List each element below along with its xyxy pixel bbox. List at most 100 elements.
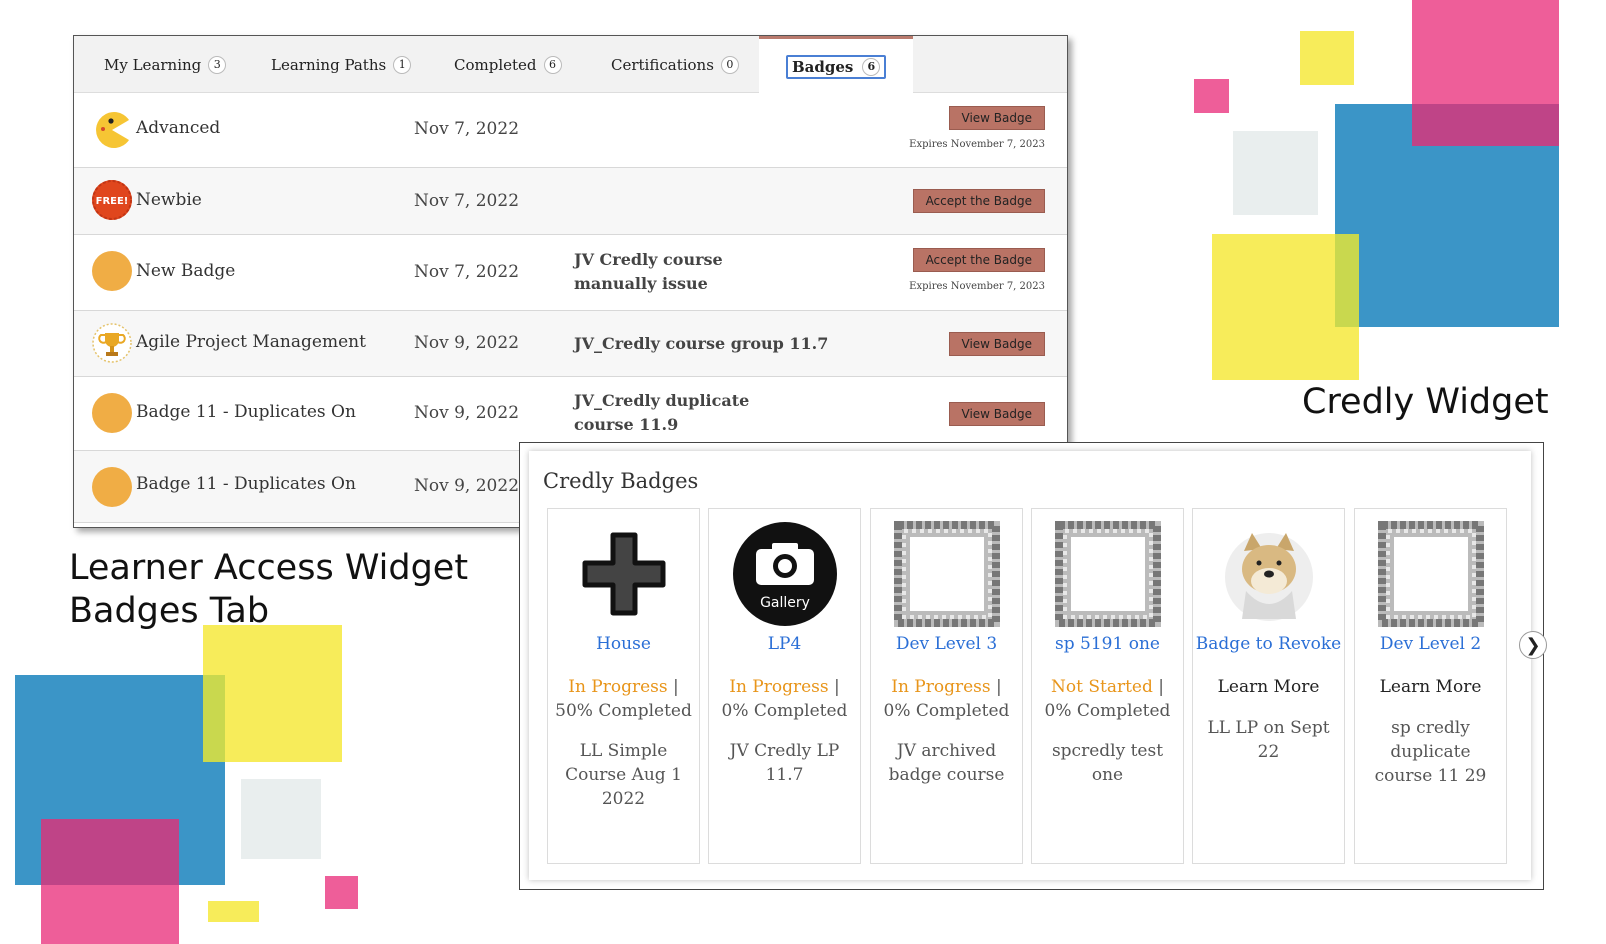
learn-more-link[interactable]: Learn More xyxy=(1217,677,1320,697)
deco-overlap-green-right xyxy=(1335,234,1359,327)
badge-card-description: LL LP on Sept 22 xyxy=(1207,718,1330,762)
badge-expiry: Expires November 7, 2023 xyxy=(909,139,1045,150)
badge-name: Agile Project Management xyxy=(136,332,366,352)
tab-label: My Learning xyxy=(104,55,202,74)
caption-learner-access-line2: Badges Tab xyxy=(69,591,270,631)
svg-text:FREE!: FREE! xyxy=(96,196,129,207)
accept-badge-button[interactable]: Accept the Badge xyxy=(912,248,1045,272)
badge-card-description: JV Credly LP 11.7 xyxy=(729,741,840,785)
tab-badges[interactable]: Badges 6 xyxy=(759,36,914,94)
view-badge-button[interactable]: View Badge xyxy=(948,106,1045,130)
plus-icon xyxy=(571,521,677,627)
accept-badge-button[interactable]: Accept the Badge xyxy=(912,189,1045,213)
tab-label: Certifications xyxy=(611,55,714,74)
badge-row: Agile Project Management Nov 9, 2022 JV_… xyxy=(74,311,1067,377)
badge-row: Badge 11 - Duplicates On Nov 9, 2022 JV_… xyxy=(74,377,1067,451)
status-label: In Progress xyxy=(729,677,829,697)
badge-row: Advanced Nov 7, 2022 View Badge Expires … xyxy=(74,93,1067,168)
deco-gray-square-left xyxy=(241,779,321,859)
status-progress: 0% Completed xyxy=(1044,701,1171,721)
badge-name: Newbie xyxy=(136,190,202,210)
credly-widget: Credly Badges House In Progress | 50% Co… xyxy=(519,442,1547,890)
tab-completed[interactable]: Completed 6 xyxy=(454,36,562,93)
badge-card[interactable]: House In Progress | 50% Completed LL Sim… xyxy=(547,508,700,864)
badge-card-name[interactable]: House xyxy=(596,634,651,654)
deco-gray-square-right xyxy=(1233,131,1318,215)
badge-date: Nov 7, 2022 xyxy=(414,119,520,139)
status-progress: 50% Completed xyxy=(555,701,692,721)
badge-card-name[interactable]: sp 5191 one xyxy=(1055,634,1160,654)
badge-course: JV_Credly course group 11.7 xyxy=(574,334,829,353)
tab-learning-paths[interactable]: Learning Paths 1 xyxy=(271,36,412,93)
badge-card[interactable]: sp 5191 one Not Started | 0% Completed s… xyxy=(1031,508,1184,864)
view-badge-button[interactable]: View Badge xyxy=(948,332,1045,356)
pacman-icon xyxy=(92,110,132,150)
status-separator: | xyxy=(1152,677,1164,697)
deco-pink-small-right xyxy=(1194,79,1229,113)
badge-course: JV Credly course manually issue xyxy=(574,250,723,293)
badge-card-status: Learn More xyxy=(1361,675,1500,699)
chevron-right-icon[interactable]: ❯ xyxy=(1519,631,1547,659)
tab-count-badge: 6 xyxy=(543,55,562,74)
badge-card-status: In Progress | 0% Completed xyxy=(877,675,1016,723)
badge-card-status: Learn More xyxy=(1199,675,1338,699)
deco-yellow-small-right xyxy=(1300,31,1354,85)
caption-learner-access: Learner Access Widget Badges Tab xyxy=(69,547,468,633)
caption-credly-widget: Credly Widget xyxy=(1302,382,1549,422)
doge-icon xyxy=(1216,521,1322,627)
credly-title: Credly Badges xyxy=(543,469,699,493)
badge-card[interactable]: Badge to Revoke Learn More LL LP on Sept… xyxy=(1192,508,1345,864)
view-badge-button[interactable]: View Badge xyxy=(948,402,1045,426)
badge-name: Badge 11 - Duplicates On xyxy=(136,402,356,422)
badge-card-status: In Progress | 50% Completed xyxy=(554,675,693,723)
badge-card[interactable]: Gallery LP4 In Progress | 0% Completed J… xyxy=(708,508,861,864)
credly-panel: Credly Badges House In Progress | 50% Co… xyxy=(529,451,1547,880)
learn-more-link[interactable]: Learn More xyxy=(1379,677,1482,697)
deco-overlap-purple-left xyxy=(41,819,179,885)
tab-bar: My Learning 3 Learning Paths 1 Completed… xyxy=(74,36,1067,94)
badge-card-status: In Progress | 0% Completed xyxy=(715,675,854,723)
status-label: Not Started xyxy=(1051,677,1153,697)
badge-card-status: Not Started | 0% Completed xyxy=(1038,675,1177,723)
orange-circle-icon xyxy=(92,467,132,507)
badge-card-name[interactable]: Dev Level 2 xyxy=(1379,634,1482,654)
badge-expiry: Expires November 7, 2023 xyxy=(909,281,1045,292)
tab-label: Learning Paths xyxy=(271,55,387,74)
badge-card-name[interactable]: Badge to Revoke xyxy=(1195,634,1342,654)
tab-count-badge: 6 xyxy=(862,57,881,76)
badge-name: New Badge xyxy=(136,261,236,281)
badge-card[interactable]: Dev Level 2 Learn More sp credly duplica… xyxy=(1354,508,1507,864)
tab-certifications[interactable]: Certifications 0 xyxy=(611,36,739,93)
deco-overlap-purple-right xyxy=(1412,104,1559,146)
deco-overlap-green-left xyxy=(203,675,225,762)
floral-frame-icon xyxy=(894,521,1000,627)
status-separator: | xyxy=(667,677,679,697)
badge-card-description: LL Simple Course Aug 1 2022 xyxy=(565,741,682,809)
tab-my-learning[interactable]: My Learning 3 xyxy=(104,36,227,93)
badge-date: Nov 9, 2022 xyxy=(414,403,520,423)
deco-yellow-small-left xyxy=(208,901,259,922)
orange-circle-icon xyxy=(92,393,132,433)
tab-label: Badges xyxy=(792,57,854,76)
floral-frame-icon xyxy=(1378,521,1484,627)
deco-pink-small-left xyxy=(325,876,358,909)
badge-course: JV_Credly duplicate course 11.9 xyxy=(574,391,750,434)
tab-badges-focus: Badges 6 xyxy=(786,54,887,79)
orange-circle-icon xyxy=(92,251,132,291)
floral-frame-icon xyxy=(1055,521,1161,627)
badge-card-description: spcredly test one xyxy=(1051,741,1164,785)
trophy-icon xyxy=(92,323,132,363)
deco-yellow-square-right xyxy=(1212,234,1359,380)
badge-card-name[interactable]: LP4 xyxy=(767,634,802,654)
camera-icon: Gallery xyxy=(732,521,838,627)
deco-yellow-square-left xyxy=(203,625,342,762)
badge-name: Advanced xyxy=(136,118,221,138)
free-sticker-icon: FREE! xyxy=(92,180,132,220)
tab-count-badge: 3 xyxy=(208,55,227,74)
status-progress: 0% Completed xyxy=(883,701,1010,721)
badge-card-name[interactable]: Dev Level 3 xyxy=(895,634,998,654)
badge-row: FREE! Newbie Nov 7, 2022 Accept the Badg… xyxy=(74,168,1067,235)
caption-learner-access-line1: Learner Access Widget xyxy=(69,548,469,588)
badge-card-description: JV archived badge course xyxy=(888,741,1005,785)
badge-card[interactable]: Dev Level 3 In Progress | 0% Completed J… xyxy=(870,508,1023,864)
